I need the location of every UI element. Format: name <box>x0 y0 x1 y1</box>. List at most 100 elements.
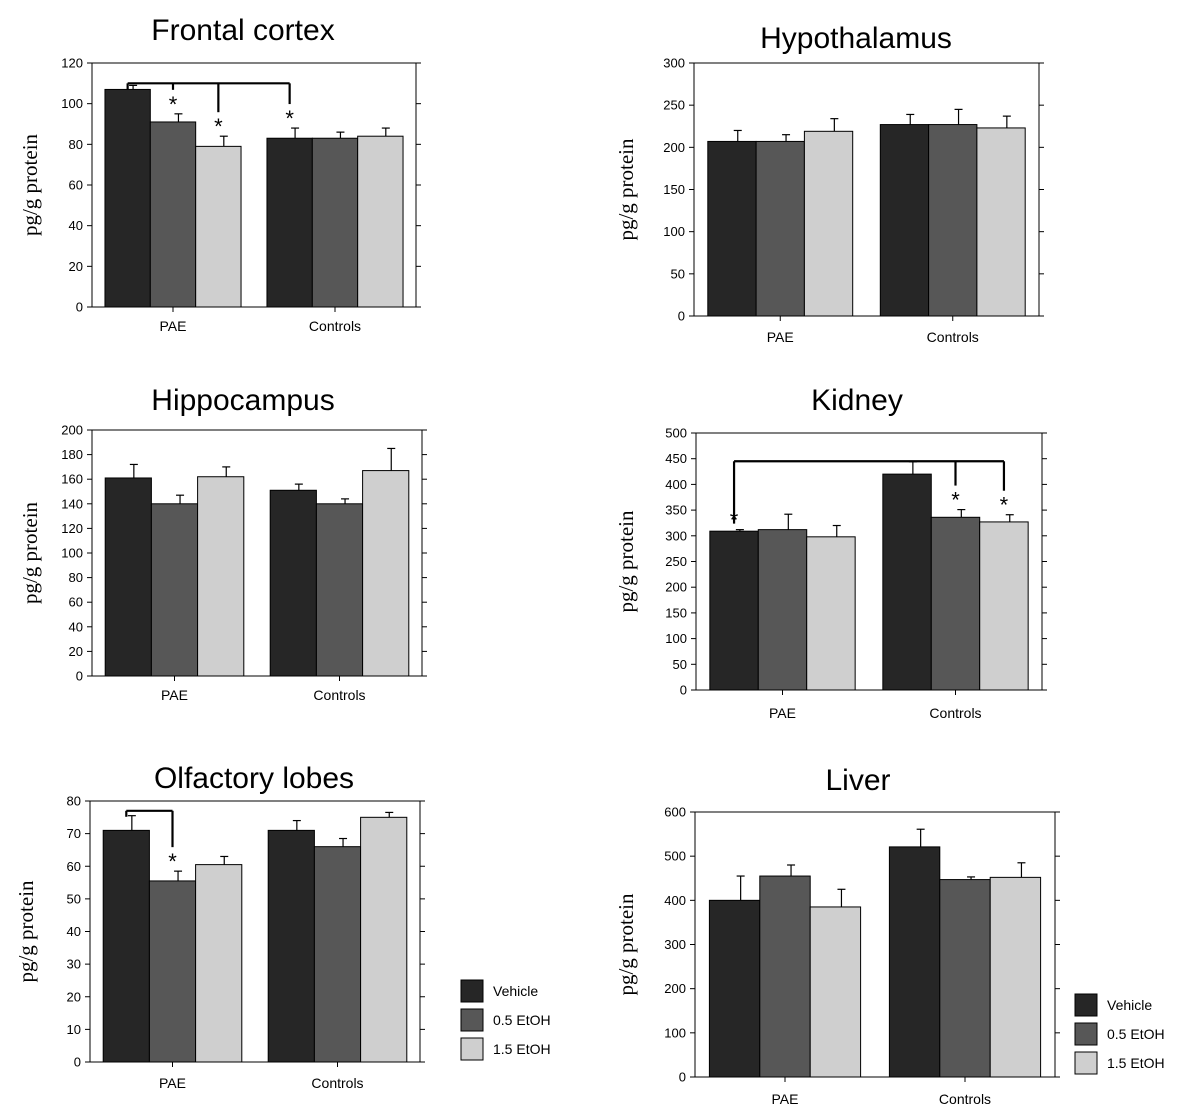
bar <box>102 829 150 1063</box>
legend-swatch <box>1074 1051 1098 1075</box>
y-tick-label: 450 <box>665 451 687 466</box>
chart-frontal: Frontal cortex pg/g protein 0 20 40 60 80 100 12… <box>18 14 421 334</box>
y-tick-label: 200 <box>665 580 687 595</box>
legend: Vehicle 0.5 EtOH 1.5 EtOH <box>460 979 551 1061</box>
legend-swatch <box>1074 993 1098 1017</box>
y-axis-label: pg/g protein <box>18 133 42 236</box>
y-tick-label: 200 <box>664 981 686 996</box>
y-tick-label: 500 <box>664 849 686 864</box>
y-tick-label: 20 <box>69 259 83 274</box>
bar <box>979 521 1029 691</box>
bar <box>809 906 862 1078</box>
legends-group: Vehicle 0.5 EtOH 1.5 EtOH Vehicle 0.5 EtOH 1.… <box>460 979 1165 1075</box>
y-tick-label: 10 <box>67 1022 81 1037</box>
y-tick-label: 60 <box>69 595 83 610</box>
chart-hypothalamus: Hypothalamus pg/g protein 0 50 100 150 200 250 3… <box>614 22 1044 345</box>
y-tick-label: 20 <box>69 644 83 659</box>
legend-swatch <box>460 979 484 1003</box>
bar <box>989 876 1042 1078</box>
bar <box>928 124 978 317</box>
y-tick-label: 80 <box>69 137 83 152</box>
bar <box>757 529 808 691</box>
y-tick-label: 0 <box>678 309 685 324</box>
bar <box>806 536 856 691</box>
chart-title: Olfactory lobes <box>154 762 354 795</box>
y-tick-label: 30 <box>67 957 81 972</box>
y-tick-label: 150 <box>663 182 685 197</box>
x-tick-label: Controls <box>309 318 361 334</box>
y-tick-label: 50 <box>673 657 687 672</box>
y-axis-label: pg/g protein <box>18 501 42 604</box>
bar <box>195 864 243 1063</box>
significance-asterisk: * <box>285 106 294 131</box>
y-tick-label: 80 <box>69 570 83 585</box>
bar <box>939 879 991 1078</box>
chart-title: Hippocampus <box>151 384 334 417</box>
legend-label: 0.5 EtOH <box>1107 1026 1165 1042</box>
significance-asterisk: * <box>169 92 178 117</box>
bar <box>888 846 941 1078</box>
legend-label: 1.5 EtOH <box>493 1041 551 1057</box>
y-tick-label: 160 <box>61 472 83 487</box>
y-tick-label: 100 <box>61 96 83 111</box>
x-tick-label: PAE <box>159 1075 186 1091</box>
bar <box>879 124 930 317</box>
y-tick-label: 20 <box>67 989 81 1004</box>
y-tick-label: 400 <box>664 893 686 908</box>
chart-title: Kidney <box>811 384 903 417</box>
bar <box>104 88 151 308</box>
legend-label: Vehicle <box>493 983 538 999</box>
y-axis-label: pg/g protein <box>614 510 638 613</box>
bar <box>313 846 362 1063</box>
y-tick-label: 40 <box>67 924 81 939</box>
x-tick-label: Controls <box>939 1091 991 1107</box>
bar <box>267 829 315 1063</box>
legend-swatch <box>460 1037 484 1061</box>
bar <box>360 816 408 1063</box>
y-tick-label: 100 <box>665 631 687 646</box>
y-tick-label: 400 <box>665 477 687 492</box>
significance-asterisk: * <box>1000 493 1009 518</box>
bar <box>148 880 197 1063</box>
y-tick-label: 50 <box>67 891 81 906</box>
y-tick-label: 100 <box>664 1025 686 1040</box>
y-tick-label: 0 <box>680 683 687 698</box>
y-tick-label: 180 <box>61 447 83 462</box>
bar <box>197 476 245 677</box>
y-tick-label: 200 <box>61 423 83 438</box>
bar <box>882 473 932 691</box>
bar <box>149 121 197 308</box>
chart-kidney: Kidney pg/g protein 0 50 100 150 200 250 300 350 4… <box>614 384 1047 721</box>
x-tick-label: Controls <box>313 687 365 703</box>
y-tick-label: 0 <box>76 300 83 315</box>
bar <box>976 127 1026 317</box>
significance-asterisk: * <box>214 114 223 139</box>
significance-asterisk: * <box>951 488 960 513</box>
y-tick-label: 0 <box>74 1055 81 1070</box>
bar <box>104 477 152 677</box>
bar <box>315 503 364 677</box>
y-axis-label: pg/g protein <box>614 138 638 241</box>
bar <box>311 137 359 308</box>
y-tick-label: 50 <box>671 266 685 281</box>
bar <box>759 875 811 1078</box>
y-tick-label: 500 <box>665 426 687 441</box>
y-axis-label: pg/g protein <box>14 880 38 983</box>
y-tick-label: 40 <box>69 218 83 233</box>
x-tick-label: PAE <box>772 1091 799 1107</box>
legend: Vehicle 0.5 EtOH 1.5 EtOH <box>1074 993 1165 1075</box>
y-tick-label: 200 <box>663 140 685 155</box>
y-tick-label: 80 <box>67 794 81 809</box>
legend-swatch <box>460 1008 484 1032</box>
bar <box>195 145 242 308</box>
y-tick-label: 60 <box>67 859 81 874</box>
chart-liver: Liver pg/g protein 0 100 200 300 400 500 600 PAE C… <box>614 764 1060 1107</box>
y-tick-label: 100 <box>61 546 83 561</box>
y-tick-label: 350 <box>665 503 687 518</box>
bar <box>150 503 199 677</box>
y-tick-label: 0 <box>679 1070 686 1085</box>
bar <box>266 137 313 308</box>
chart-olfactory: Olfactory lobes pg/g protein 0 10 20 30 40 50 60… <box>14 762 425 1091</box>
